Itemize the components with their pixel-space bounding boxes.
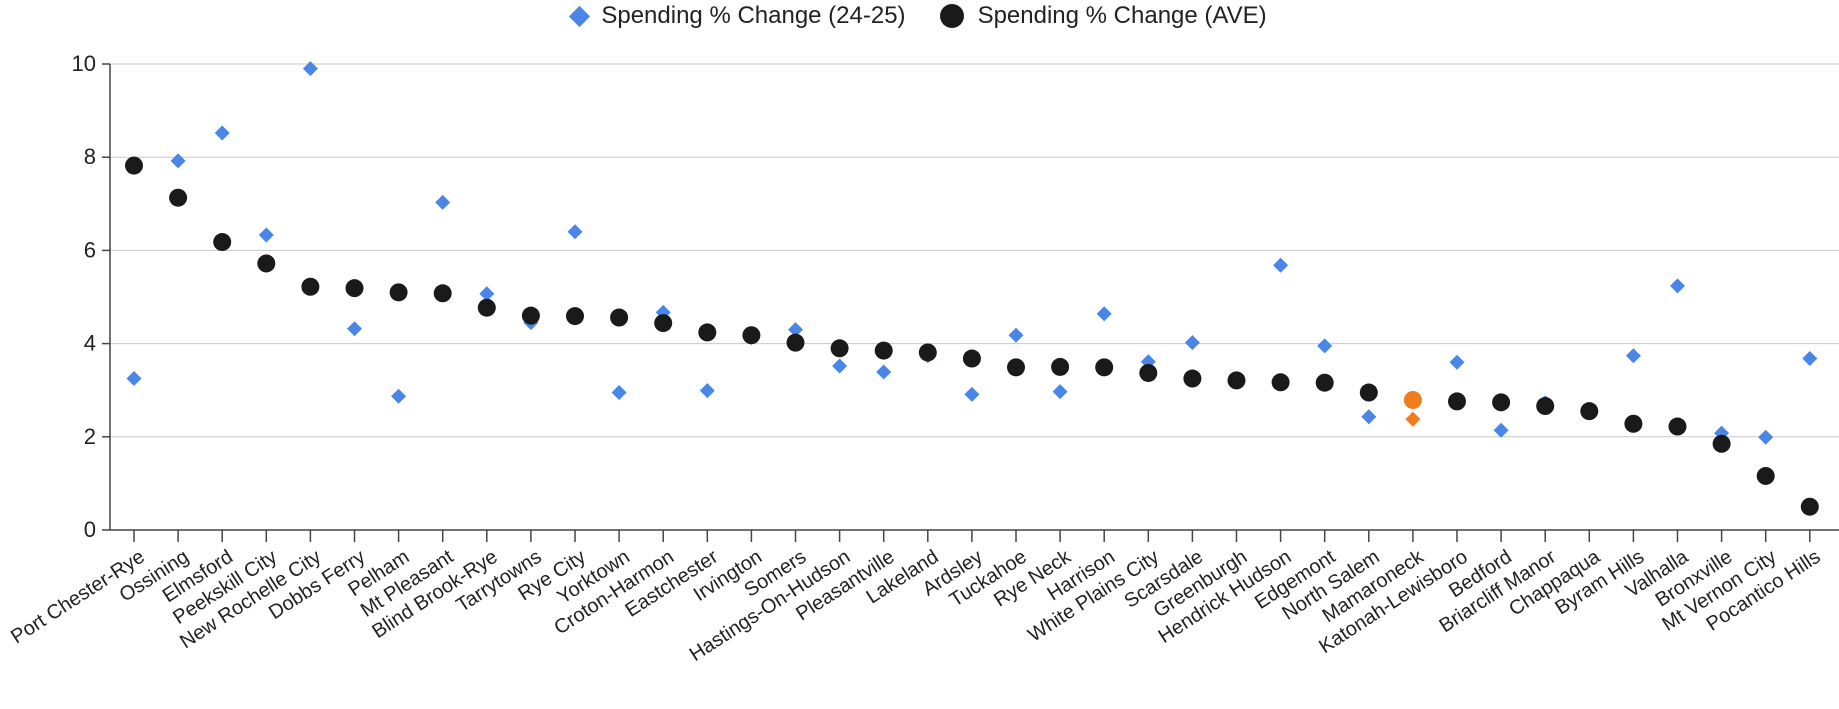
circle-point <box>786 333 805 352</box>
circle-point <box>1800 497 1819 516</box>
circle-point <box>257 254 276 273</box>
diamond-point <box>611 385 627 401</box>
diamond-point <box>391 388 407 404</box>
legend-label-24-25: Spending % Change (24-25) <box>601 2 906 29</box>
circle-point <box>1536 397 1555 416</box>
circle-point <box>874 341 893 360</box>
circle-point <box>1624 414 1643 433</box>
diamond-point <box>1802 351 1818 367</box>
circle-point <box>1359 383 1378 402</box>
diamond-point <box>302 61 318 77</box>
circle-point <box>389 283 408 302</box>
diamond-point <box>479 286 495 302</box>
circle-point <box>830 339 849 358</box>
chart-legend: Spending % Change (24-25) Spending % Cha… <box>0 2 1839 30</box>
diamond-point <box>1317 338 1333 354</box>
circle-point <box>345 279 364 298</box>
circle-point <box>521 306 540 325</box>
circle-point <box>169 188 188 207</box>
diamond-point <box>567 224 583 240</box>
circle-point <box>1315 373 1334 392</box>
legend-circle-marker <box>939 4 964 28</box>
circle-point <box>1756 466 1775 485</box>
circle-point <box>301 277 320 296</box>
diamond-point <box>1273 257 1289 273</box>
diamond-point <box>1405 411 1421 427</box>
circle-point <box>1403 390 1422 409</box>
diamond-point <box>170 153 186 169</box>
diamond-point <box>832 358 848 374</box>
diamond-point <box>1758 429 1774 445</box>
diamond-point <box>788 322 803 338</box>
y-tick-label: 6 <box>84 237 96 262</box>
legend-item-ave: Spending % Change (AVE) <box>939 2 1267 30</box>
diamond-point <box>214 125 230 141</box>
circle-point <box>1580 402 1599 421</box>
circle-point <box>1227 371 1246 390</box>
diamond-point <box>258 227 274 243</box>
y-tick-label: 4 <box>84 331 96 356</box>
diamond-point <box>1361 409 1377 425</box>
circle-point <box>477 298 496 317</box>
diamond-point <box>435 194 451 210</box>
y-tick-label: 10 <box>72 51 96 76</box>
diamond-point <box>1184 335 1200 351</box>
diamond-point <box>1096 306 1112 322</box>
legend-item-24-25: Spending % Change (24-25) <box>569 2 906 30</box>
diamond-point <box>1625 348 1641 364</box>
legend-label-ave: Spending % Change (AVE) <box>977 2 1267 29</box>
y-tick-label: 8 <box>84 144 96 169</box>
circle-point <box>742 326 761 345</box>
diamond-point <box>1493 422 1509 438</box>
circle-point <box>213 233 232 252</box>
diamond-point <box>699 383 715 399</box>
circle-point <box>433 284 452 303</box>
circle-point <box>1448 392 1466 411</box>
circle-point <box>1271 373 1290 392</box>
circle-point <box>698 323 717 342</box>
y-tick-label: 2 <box>84 424 96 449</box>
diamond-point <box>347 321 362 337</box>
diamond-point <box>126 371 142 387</box>
circle-point <box>918 343 937 362</box>
circle-point <box>125 156 143 175</box>
circle-point <box>1007 358 1025 377</box>
diamond-point <box>1449 354 1465 370</box>
diamond-point <box>1008 327 1024 343</box>
diamond-point <box>964 386 980 402</box>
diamond-point <box>1052 384 1068 400</box>
circle-point <box>1183 369 1202 388</box>
circle-point <box>1095 358 1114 377</box>
circle-point <box>962 349 981 368</box>
circle-point <box>566 307 584 326</box>
circle-point <box>1492 393 1511 412</box>
circle-point <box>1139 363 1158 382</box>
diamond-point <box>1670 278 1685 294</box>
circle-point <box>654 314 673 333</box>
y-tick-label: 0 <box>84 517 96 542</box>
circle-point <box>610 308 629 327</box>
circle-point <box>1051 357 1070 376</box>
circle-point <box>1712 434 1731 453</box>
diamond-point <box>876 364 892 380</box>
circle-point <box>1668 417 1687 436</box>
